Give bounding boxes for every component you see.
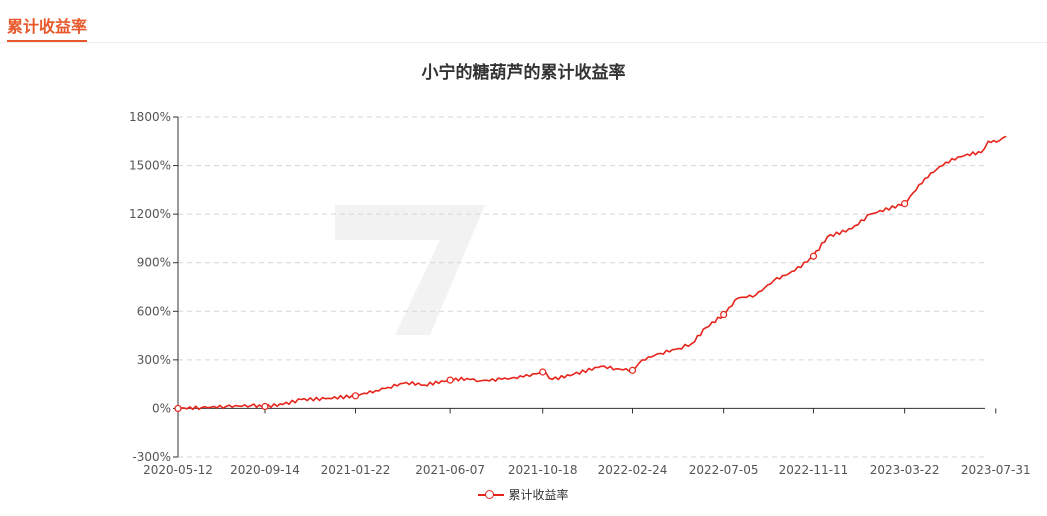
y-tick-label: 0%	[152, 401, 171, 415]
chart-title: 小宁的糖葫芦的累计收益率	[421, 63, 626, 83]
x-tick-label: 2023-07-31	[961, 463, 1031, 477]
y-tick-label: 300%	[137, 353, 171, 367]
y-tick-label: -300%	[132, 450, 171, 464]
x-tick-label: 2023-03-22	[870, 463, 940, 477]
series-line	[177, 135, 1007, 411]
x-tick-label: 2021-06-07	[415, 463, 485, 477]
data-point	[261, 402, 269, 411]
data-point	[174, 404, 182, 413]
tab-header: 累计收益率	[0, 0, 1047, 43]
data-point	[446, 376, 454, 384]
data-point	[901, 200, 909, 208]
watermark	[335, 205, 485, 335]
legend-label: 累计收益率	[508, 488, 569, 502]
legend-item[interactable]: 累计收益率	[478, 486, 569, 503]
chart-grid	[178, 116, 985, 458]
x-tick-label: 2022-11-11	[779, 463, 849, 477]
x-tick-label: 2021-10-18	[508, 463, 578, 477]
tab-title[interactable]: 累计收益率	[7, 17, 88, 42]
legend: 累计收益率	[0, 486, 1047, 504]
x-axis: 2020-05-12 2020-09-14 2021-01-22 2021-06-07…	[143, 407, 1031, 477]
x-tick-label: 2022-02-24	[598, 463, 668, 477]
data-point	[351, 392, 360, 400]
y-tick-label: 900%	[137, 256, 171, 270]
y-tick-label: 600%	[137, 304, 171, 318]
data-point	[539, 368, 547, 376]
data-point	[628, 366, 637, 374]
y-tick-label: 1800%	[129, 110, 171, 124]
y-axis: -300% 0% 300% 600% 900% 1200% 1500% 1800%	[129, 110, 179, 464]
y-tick-label: 1200%	[129, 207, 171, 221]
data-point	[809, 252, 818, 260]
x-tick-label: 2022-07-05	[689, 463, 759, 477]
chart-series	[174, 135, 1007, 413]
data-point	[720, 310, 728, 319]
y-tick-label: 1500%	[129, 159, 171, 173]
x-tick-label: 2021-01-22	[321, 463, 391, 477]
x-tick-label: 2020-05-12	[143, 463, 213, 477]
legend-swatch-icon	[478, 489, 505, 501]
x-tick-label: 2020-09-14	[230, 463, 300, 477]
